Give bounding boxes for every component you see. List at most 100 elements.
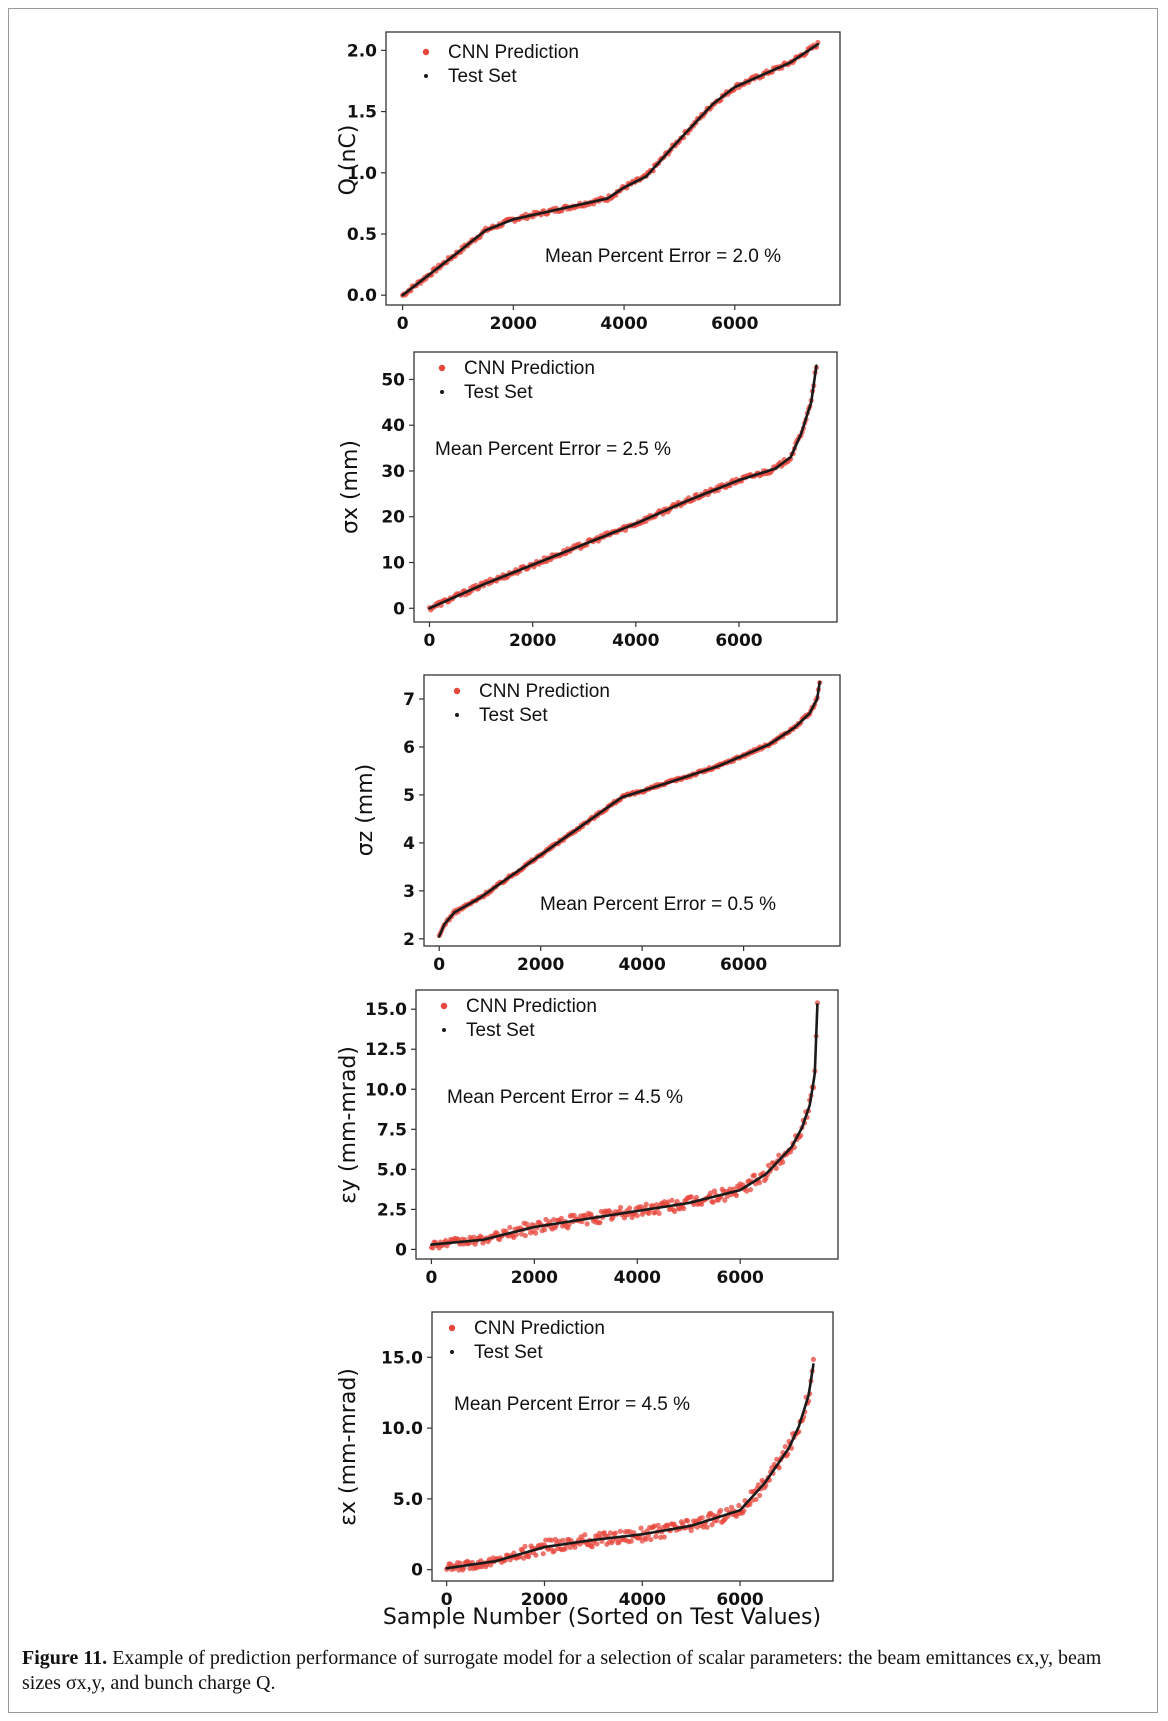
- y-tick-label: 1.0: [347, 164, 377, 184]
- prediction-point: [747, 1187, 754, 1193]
- legend-label-test: Test Set: [479, 705, 548, 726]
- prediction-point: [736, 1502, 742, 1509]
- x-tick-label: 0: [441, 1590, 453, 1610]
- y-tick-label: 10: [381, 554, 405, 574]
- prediction-point: [747, 1501, 753, 1507]
- prediction-point: [540, 1551, 546, 1557]
- prediction-point: [733, 1192, 739, 1199]
- y-tick-label: 10.0: [365, 1080, 407, 1100]
- x-tick-label: 0: [397, 314, 409, 334]
- y-tick-label: 0: [395, 1240, 407, 1260]
- test-set-line: [445, 1363, 815, 1570]
- prediction-point: [596, 1530, 603, 1536]
- y-tick-label: 6: [403, 738, 415, 758]
- prediction-point: [457, 1560, 463, 1566]
- prediction-point: [594, 1541, 600, 1547]
- x-tick-label: 4000: [614, 1268, 661, 1288]
- y-axis-label: Q (nC): [336, 125, 361, 196]
- caption-label: Figure 11.: [22, 1647, 108, 1669]
- prediction-point: [560, 1537, 566, 1543]
- x-axis-label: Sample Number (Sorted on Test Values): [383, 1605, 821, 1630]
- legend-marker-test: [424, 74, 428, 78]
- y-tick-label: 15.0: [365, 1000, 407, 1020]
- y-tick-label: 30: [381, 462, 405, 482]
- prediction-point: [674, 1198, 680, 1205]
- prediction-point: [543, 1216, 549, 1223]
- legend-label-prediction: CNN Prediction: [464, 358, 595, 379]
- prediction-point: [751, 1172, 757, 1178]
- x-tick-label: 4000: [600, 314, 647, 334]
- x-tick-label: 0: [433, 955, 445, 975]
- legend-label-prediction: CNN Prediction: [474, 1318, 605, 1339]
- series-test-set: [401, 42, 820, 297]
- x-tick-label: 4000: [618, 955, 665, 975]
- error-annotation: Mean Percent Error = 0.5 %: [540, 894, 776, 915]
- y-tick-label: 5.0: [393, 1490, 423, 1510]
- figure-caption: Figure 11. Example of prediction perform…: [22, 1646, 1142, 1696]
- prediction-point: [543, 1537, 549, 1543]
- prediction-point: [710, 1199, 716, 1205]
- prediction-point: [757, 1492, 763, 1498]
- legend-label-test: Test Set: [464, 382, 533, 403]
- prediction-point: [724, 1506, 730, 1513]
- y-tick-label: 3: [403, 882, 415, 902]
- prediction-point: [693, 1194, 700, 1201]
- prediction-point: [558, 1215, 564, 1221]
- prediction-point: [672, 1208, 678, 1215]
- figure-frame: [8, 8, 1158, 1713]
- legend-marker-test: [450, 1350, 454, 1354]
- prediction-point: [776, 1152, 782, 1158]
- prediction-point: [519, 1547, 526, 1553]
- prediction-point: [708, 1190, 714, 1196]
- series-test-set: [430, 1003, 819, 1246]
- prediction-point: [648, 1536, 654, 1543]
- y-axis-label: σx (mm): [338, 440, 363, 534]
- prediction-point: [681, 1205, 687, 1212]
- legend-marker-prediction: [448, 1324, 456, 1332]
- prediction-point: [628, 1538, 634, 1544]
- prediction-point: [722, 1197, 728, 1203]
- x-tick-label: 2000: [490, 314, 537, 334]
- prediction-point: [572, 1544, 578, 1550]
- legend-marker-prediction: [422, 48, 430, 56]
- prediction-point: [814, 1000, 821, 1006]
- legend-marker-prediction: [453, 687, 461, 695]
- y-tick-label: 12.5: [365, 1040, 407, 1060]
- chart-panel-1: 0 2000 4000 6000 0.0 0.5 1.0 1.5 2.0 Q (nC) CNN Pr…: [336, 31, 841, 334]
- y-tick-label: 0: [393, 599, 405, 619]
- y-axis-label: σz (mm): [353, 764, 378, 857]
- legend-label-prediction: CNN Prediction: [466, 996, 597, 1017]
- prediction-point: [430, 1245, 436, 1251]
- test-set-line: [430, 1003, 819, 1246]
- prediction-point: [562, 1545, 568, 1552]
- prediction-point: [810, 1356, 817, 1362]
- prediction-point: [653, 1534, 659, 1540]
- prediction-point: [522, 1233, 528, 1239]
- legend-marker-test: [455, 713, 459, 717]
- prediction-point: [669, 1197, 675, 1203]
- prediction-point: [533, 1552, 539, 1558]
- error-annotation: Mean Percent Error = 2.0 %: [545, 246, 781, 267]
- prediction-point: [626, 1205, 633, 1211]
- legend-marker-prediction: [438, 364, 446, 372]
- prediction-point: [773, 1165, 779, 1171]
- prediction-point: [699, 1201, 705, 1207]
- prediction-point: [617, 1528, 623, 1534]
- legend-label-prediction: CNN Prediction: [448, 42, 579, 63]
- prediction-point: [533, 1230, 539, 1236]
- y-tick-label: 0.0: [347, 286, 377, 306]
- y-tick-label: 0.5: [347, 225, 377, 245]
- prediction-point: [634, 1213, 640, 1219]
- y-tick-label: 40: [381, 416, 405, 436]
- prediction-point: [597, 1219, 603, 1226]
- legend-label-test: Test Set: [466, 1020, 535, 1041]
- x-tick-label: 4000: [619, 1590, 666, 1610]
- prediction-point: [661, 1534, 667, 1540]
- x-tick-label: 6000: [711, 314, 758, 334]
- prediction-point: [589, 1544, 595, 1550]
- y-tick-label: 15.0: [381, 1348, 423, 1368]
- prediction-point: [782, 1444, 788, 1450]
- prediction-point: [643, 1201, 649, 1207]
- prediction-point: [542, 1227, 548, 1233]
